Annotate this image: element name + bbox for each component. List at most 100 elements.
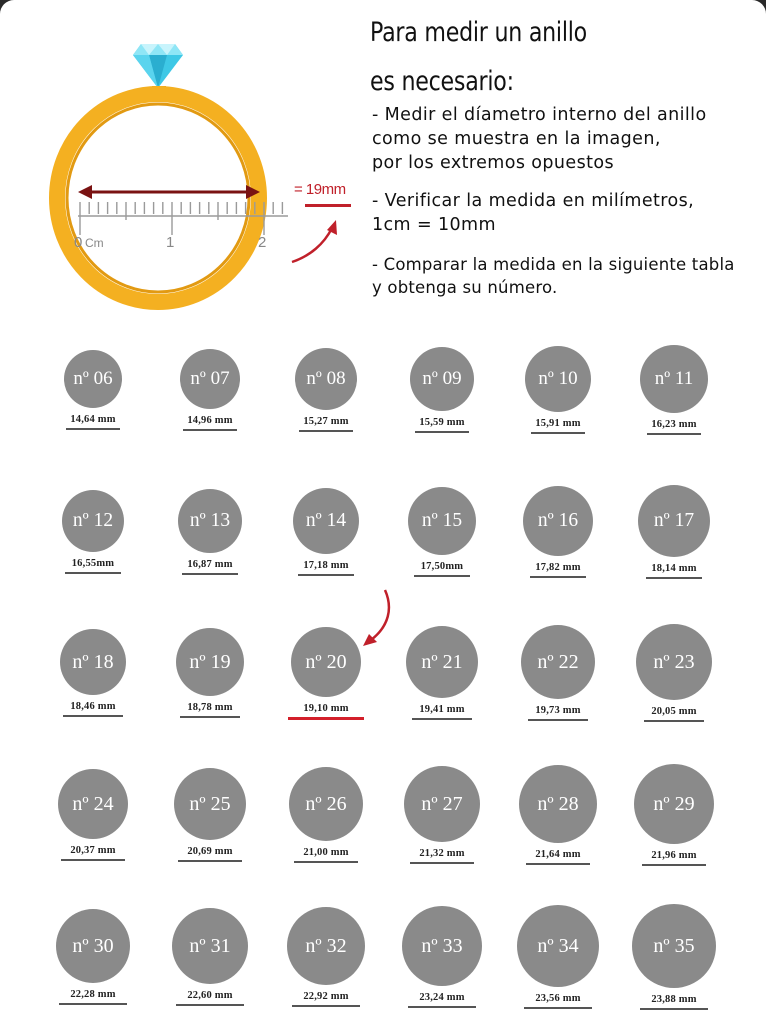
size-underline (524, 1007, 592, 1009)
size-underline (530, 576, 586, 578)
size-mm-label: 19,10 mm (303, 703, 349, 714)
diameter-arrow (78, 185, 260, 199)
size-item: nº 23 20,05 mm (614, 624, 734, 722)
size-item: nº 34 23,56 mm (498, 905, 618, 1009)
size-underline (183, 429, 237, 431)
size-mm-label: 22,60 mm (187, 990, 233, 1001)
size-number-badge: nº 15 (408, 487, 476, 555)
size-number-badge: nº 28 (519, 765, 597, 843)
size-mm-label: 17,50mm (420, 561, 464, 572)
size-number-badge: nº 32 (287, 907, 365, 985)
size-underline (410, 862, 474, 864)
size-mm-label: 23,24 mm (419, 992, 465, 1003)
ruler-label-one: 1 (166, 234, 174, 251)
size-mm-label: 21,00 mm (303, 847, 349, 858)
size-mm-label: 22,92 mm (303, 991, 349, 1002)
size-number-badge: nº 09 (410, 347, 474, 411)
size-mm-label: 17,82 mm (535, 562, 581, 573)
size-item: nº 35 23,88 mm (614, 904, 734, 1010)
size-underline (412, 718, 472, 720)
size-mm-label: 23,56 mm (535, 993, 581, 1004)
size-number-badge: nº 23 (636, 624, 712, 700)
size-underline (180, 716, 240, 718)
size-number-badge: nº 25 (174, 768, 246, 840)
size-underline (526, 863, 590, 865)
ruler (78, 202, 288, 235)
size-mm-label: 15,27 mm (303, 416, 349, 427)
size-underline (176, 1004, 244, 1006)
instruction-verify: - Verificar la medida en milímetros, 1cm… (372, 191, 695, 235)
size-mm-label: 18,78 mm (187, 702, 233, 713)
size-number-badge: nº 35 (632, 904, 716, 988)
size-item: nº 21 19,41 mm (382, 626, 502, 720)
size-item: nº 22 19,73 mm (498, 625, 618, 721)
size-number-badge: nº 18 (60, 629, 126, 695)
size-underline (299, 430, 353, 432)
size-mm-label: 22,28 mm (70, 989, 116, 1000)
size-item: nº 13 16,87 mm (150, 489, 270, 575)
size-underline (415, 431, 469, 433)
size-underline (414, 575, 470, 577)
pointer-arrow-icon (291, 220, 337, 264)
size-underline (61, 859, 125, 861)
size-mm-label: 15,91 mm (535, 418, 581, 429)
size-number-badge: nº 34 (517, 905, 599, 987)
size-item: nº 25 20,69 mm (150, 768, 270, 862)
size-underline (65, 572, 121, 574)
size-underline (298, 574, 354, 576)
size-number-badge: nº 31 (172, 908, 248, 984)
size-underline (66, 428, 120, 430)
size-underline (531, 432, 585, 434)
size-underline (294, 861, 358, 863)
size-mm-label: 18,46 mm (70, 701, 116, 712)
size-number-badge: nº 19 (176, 628, 244, 696)
size-mm-label: 18,14 mm (651, 563, 697, 574)
size-number-badge: nº 22 (521, 625, 595, 699)
size-mm-label: 20,37 mm (70, 845, 116, 856)
size-item: nº 06 14,64 mm (33, 350, 153, 430)
size-mm-label: 14,96 mm (187, 415, 233, 426)
size-number-badge: nº 20 (291, 627, 361, 697)
size-item: nº 16 17,82 mm (498, 486, 618, 578)
size-number-badge: nº 14 (293, 488, 359, 554)
size-underline (528, 719, 588, 721)
size-number-badge: nº 10 (525, 346, 591, 412)
measure-label: = 19mm (294, 181, 346, 198)
highlight-arrow-icon (363, 589, 391, 646)
size-item: nº 20 19,10 mm (266, 627, 386, 720)
size-mm-label: 20,05 mm (651, 706, 697, 717)
size-item: nº 11 16,23 mm (614, 345, 734, 435)
size-underline (646, 577, 702, 579)
size-mm-label: 21,64 mm (535, 849, 581, 860)
size-item: nº 09 15,59 mm (382, 347, 502, 433)
size-mm-label: 15,59 mm (419, 417, 465, 428)
size-number-badge: nº 16 (523, 486, 593, 556)
measure-underline (305, 204, 351, 207)
size-item: nº 29 21,96 mm (614, 764, 734, 866)
size-mm-label: 17,18 mm (303, 560, 349, 571)
ruler-label-two: 2 (258, 234, 266, 251)
size-number-badge: nº 29 (634, 764, 714, 844)
size-item: nº 31 22,60 mm (150, 908, 270, 1006)
size-number-badge: nº 27 (404, 766, 480, 842)
size-mm-label: 20,69 mm (187, 846, 233, 857)
ring-band (49, 86, 267, 310)
size-number-badge: nº 26 (289, 767, 363, 841)
size-mm-label: 21,32 mm (419, 848, 465, 859)
size-number-badge: nº 24 (58, 769, 128, 839)
size-underline (63, 715, 123, 717)
size-mm-label: 16,55mm (71, 558, 115, 569)
size-item: nº 14 17,18 mm (266, 488, 386, 576)
title-line-2: es necesario: (370, 66, 514, 97)
size-number-badge: nº 12 (62, 490, 124, 552)
size-item: nº 28 21,64 mm (498, 765, 618, 865)
ruler-label-zero: 0 (74, 234, 82, 251)
size-number-badge: nº 30 (56, 909, 130, 983)
page-title: Para medir un anillo es necesario: (370, 8, 690, 106)
size-underline (644, 720, 704, 722)
size-mm-label: 14,64 mm (70, 414, 116, 425)
size-item: nº 33 23,24 mm (382, 906, 502, 1008)
size-number-badge: nº 13 (178, 489, 242, 553)
